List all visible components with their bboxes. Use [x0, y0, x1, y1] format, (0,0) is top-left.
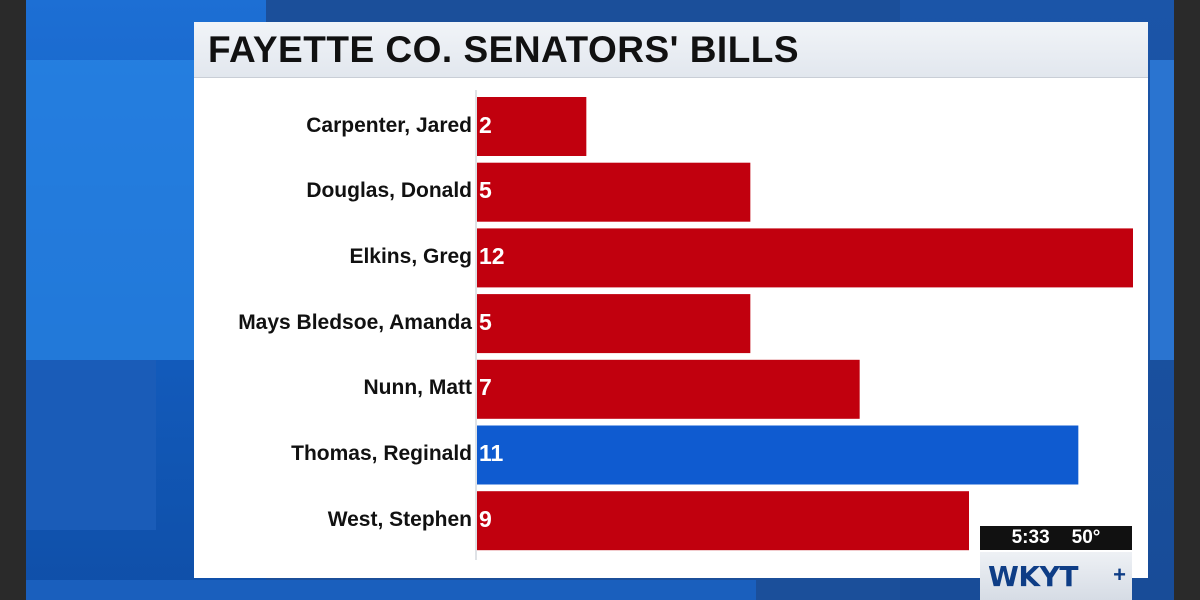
bar — [477, 97, 587, 156]
bar — [477, 294, 751, 354]
value-label: 9 — [479, 505, 492, 532]
category-label: Carpenter, Jared — [306, 113, 472, 137]
category-label: Nunn, Matt — [363, 376, 472, 400]
clock-time: 5:33 — [1011, 527, 1050, 548]
value-label: 11 — [479, 440, 504, 466]
value-label: 7 — [479, 374, 492, 401]
category-label: Elkins, Greg — [349, 244, 472, 268]
bar-chart-svg — [475, 90, 1133, 560]
background-block — [1150, 60, 1174, 360]
bar — [477, 162, 751, 222]
bar — [477, 359, 860, 419]
bar — [477, 228, 1133, 288]
value-label: 5 — [479, 177, 492, 204]
category-label: West, Stephen — [327, 507, 472, 531]
station-logo-text: WKYT — [988, 560, 1078, 593]
station-logo-plus: + — [1113, 562, 1126, 587]
temperature: 50° — [1071, 527, 1101, 548]
pillarbox-right — [1174, 0, 1200, 600]
chart-title: FAYETTE CO. SENATORS' BILLS — [208, 29, 800, 70]
value-label: 12 — [479, 242, 505, 269]
pillarbox-left — [0, 0, 26, 600]
bar — [477, 491, 969, 551]
bar — [477, 425, 1079, 485]
background-block — [26, 580, 756, 600]
category-label: Thomas, Reginald — [291, 442, 472, 465]
title-bar: FAYETTE CO. SENATORS' BILLS — [194, 22, 1148, 78]
value-label: 2 — [479, 111, 492, 138]
category-label: Mays Bledsoe, Amanda — [238, 310, 472, 334]
value-label: 5 — [479, 308, 492, 335]
background-block — [26, 360, 156, 530]
background-block — [26, 60, 196, 360]
station-logo: WKYT + — [980, 552, 1132, 600]
category-label: Douglas, Donald — [306, 179, 472, 203]
time-temp-bug: 5:33 50° — [980, 526, 1132, 550]
bar-chart: Carpenter, Jared 2 Douglas, Donald 5 Elkins,… — [194, 22, 1148, 578]
